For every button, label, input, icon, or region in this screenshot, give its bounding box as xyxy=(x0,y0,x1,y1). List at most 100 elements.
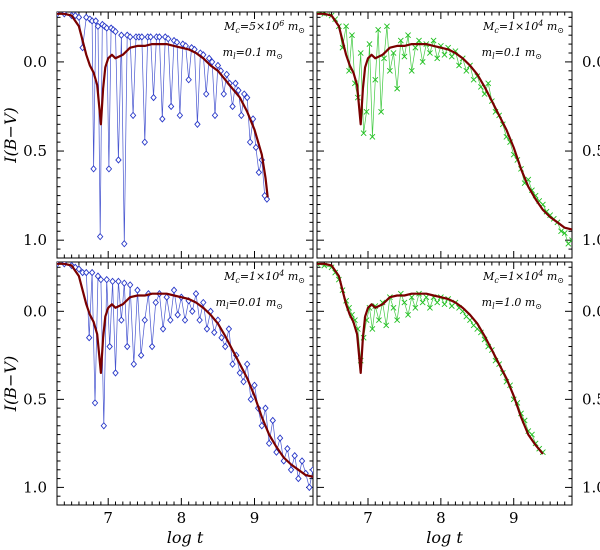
y-tick-label: 0.5 xyxy=(582,390,600,408)
annotation-cluster-mass: Mc=1×104 m⊙ xyxy=(482,269,564,285)
data-point xyxy=(100,422,108,430)
data-point xyxy=(141,138,148,146)
data-point xyxy=(75,13,83,22)
data-point xyxy=(408,67,415,74)
data-point xyxy=(94,272,102,280)
data-point xyxy=(384,23,390,30)
data-point xyxy=(203,90,210,98)
model-curve xyxy=(317,262,544,455)
data-point xyxy=(92,17,99,25)
data-point xyxy=(211,111,219,120)
data-point xyxy=(376,317,382,324)
data-point xyxy=(156,33,163,41)
data-point xyxy=(90,165,97,173)
data-point xyxy=(232,79,239,87)
data-point xyxy=(176,111,184,120)
data-point xyxy=(276,434,284,442)
data-point xyxy=(284,444,291,453)
data-point xyxy=(229,360,236,368)
data-point xyxy=(238,111,245,120)
data-point xyxy=(383,322,390,329)
data-point xyxy=(258,422,265,430)
annotation-cluster-mass: Mc=5×106 m⊙ xyxy=(223,19,305,35)
annotation-lower-mass: ml=0.1 m⊙ xyxy=(223,46,283,61)
data-point xyxy=(408,294,415,301)
data-point xyxy=(375,26,382,33)
y-tick-label: 1.0 xyxy=(582,478,600,496)
data-point xyxy=(214,61,222,70)
data-point xyxy=(401,299,408,306)
data-point xyxy=(434,299,441,306)
data-point xyxy=(200,298,207,307)
data-point xyxy=(369,133,376,140)
data-point xyxy=(130,360,137,368)
data-point xyxy=(152,298,159,307)
data-point xyxy=(378,108,385,115)
panel-top-right: 0.0 0.5 1.0 Mc=1×104 m⊙ ml=0.1 m⊙ xyxy=(316,11,600,259)
data-point xyxy=(159,325,167,333)
data-point xyxy=(167,316,174,324)
simulation-line xyxy=(57,263,313,488)
y-tick-label: 1.0 xyxy=(23,478,47,496)
data-point xyxy=(569,237,572,244)
data-point xyxy=(134,286,141,294)
data-point xyxy=(223,70,230,79)
data-point xyxy=(112,369,119,377)
y-tick-label: 0.0 xyxy=(582,53,600,71)
simulation-line xyxy=(57,13,268,244)
data-point xyxy=(441,51,448,58)
data-point xyxy=(194,120,201,128)
data-point xyxy=(561,230,568,236)
data-point xyxy=(394,317,401,324)
data-point xyxy=(141,316,148,324)
data-point xyxy=(357,50,364,56)
data-point xyxy=(423,294,430,301)
annotation-cluster-mass: Mc=1×104 m⊙ xyxy=(482,19,564,35)
data-point xyxy=(252,143,260,152)
data-point xyxy=(405,32,411,39)
data-point xyxy=(170,286,178,294)
data-point xyxy=(109,277,116,286)
data-point xyxy=(220,90,227,98)
data-point xyxy=(164,35,172,43)
data-point xyxy=(159,115,166,123)
data-point xyxy=(115,277,122,286)
data-point xyxy=(124,342,131,351)
data-point xyxy=(240,378,247,386)
x-tick-label: 7 xyxy=(363,509,373,527)
data-point xyxy=(255,168,263,177)
y-tick-label: 0.0 xyxy=(23,53,47,71)
annotation-lower-mass: ml=1.0 m⊙ xyxy=(482,296,542,311)
data-point xyxy=(185,76,192,84)
data-point xyxy=(83,13,90,22)
y-tick-label: 0.5 xyxy=(23,390,47,408)
annotation-lower-mass: ml=0.1 m⊙ xyxy=(482,46,542,61)
data-point xyxy=(381,55,387,62)
x-axis-label: log t xyxy=(426,528,463,547)
data-point xyxy=(295,474,302,483)
data-point xyxy=(106,342,113,351)
x-tick-label: 9 xyxy=(509,509,519,527)
data-point xyxy=(317,262,320,267)
data-point xyxy=(203,325,211,333)
axis-ticks xyxy=(57,12,314,258)
data-point xyxy=(427,304,433,311)
data-point xyxy=(150,93,157,102)
data-point xyxy=(456,62,462,69)
data-point xyxy=(243,360,251,368)
y-tick-label: 0.0 xyxy=(23,302,47,320)
data-point xyxy=(412,304,419,311)
data-point xyxy=(243,93,251,102)
data-point xyxy=(386,67,393,74)
data-point xyxy=(269,416,276,425)
y-axis-label: I(B−V) xyxy=(1,107,20,164)
plot-area xyxy=(317,262,546,456)
model-curve xyxy=(317,12,572,231)
data-point xyxy=(401,53,408,60)
data-point xyxy=(103,275,110,284)
plot-area xyxy=(317,12,572,247)
data-point xyxy=(174,311,181,319)
x-tick-label: 9 xyxy=(250,509,260,527)
y-tick-label: 0.5 xyxy=(582,142,600,160)
data-point xyxy=(222,342,229,351)
